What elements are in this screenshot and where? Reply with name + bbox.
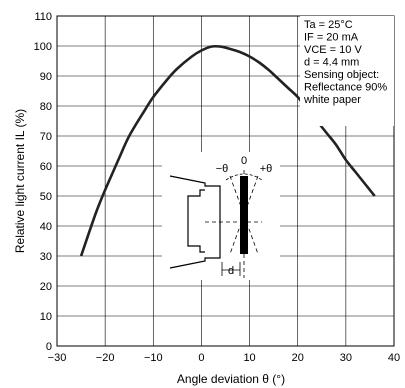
condition-line: d = 4.4 mm [304, 57, 359, 69]
sensor-element [187, 189, 205, 253]
minus-theta-label: −θ [216, 163, 229, 175]
y-tick-label: 70 [40, 131, 52, 143]
d-label: d [228, 265, 234, 277]
x-tick-label: 40 [388, 352, 400, 364]
condition-line: Sensing object: [304, 69, 379, 81]
y-tick-labels: 0 10 20 30 40 50 60 70 80 90 100 110 [34, 11, 52, 353]
condition-line: Ta = 25°C [304, 19, 353, 31]
y-tick-label: 60 [40, 161, 52, 173]
y-tick-label: 110 [34, 11, 52, 23]
x-tick-label: 10 [243, 352, 255, 364]
x-tick-label: −20 [96, 352, 115, 364]
plot-frame [56, 15, 395, 347]
conditions-box [300, 16, 394, 126]
y-tick-label: 20 [40, 281, 52, 293]
reflector-plate [240, 176, 248, 254]
y-tick-label: 10 [40, 311, 52, 323]
y-tick-label: 80 [40, 101, 52, 113]
sensor-inset: −θ 0 +θ d [162, 152, 280, 280]
condition-line: Reflectance 90% [304, 82, 387, 94]
y-tick-label: 0 [46, 341, 52, 353]
zero-label: 0 [241, 155, 247, 167]
condition-line: IF = 20 mA [304, 32, 359, 44]
inset-background [162, 152, 280, 280]
condition-line: VCE = 10 V [304, 44, 362, 56]
x-tick-label: −30 [48, 352, 67, 364]
x-tick-label: 30 [340, 352, 352, 364]
x-tick-label: 0 [198, 352, 204, 364]
x-axis-label: Angle deviation θ (°) [177, 372, 285, 386]
x-tick-labels: −30 −20 −10 0 10 20 30 40 [48, 352, 400, 364]
y-tick-label: 40 [40, 221, 52, 233]
y-tick-label: 90 [40, 71, 52, 83]
y-tick-label: 50 [40, 191, 52, 203]
x-tick-label: 20 [292, 352, 304, 364]
series-line [79, 44, 376, 257]
rotation-arc [225, 173, 263, 181]
x-tick-label: −10 [144, 352, 163, 364]
plus-theta-label: +θ [260, 163, 273, 175]
y-axis-label: Relative light current IL (%) [13, 109, 27, 253]
y-tick-label: 100 [34, 41, 52, 53]
y-tick-label: 30 [40, 251, 52, 263]
condition-line: white paper [303, 94, 361, 106]
